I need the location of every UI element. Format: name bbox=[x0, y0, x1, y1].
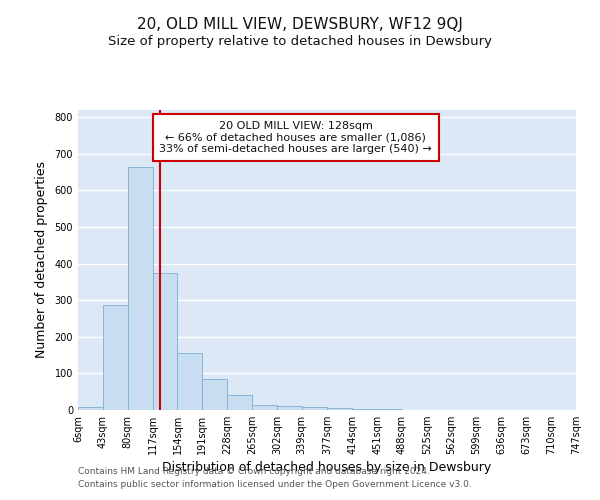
Text: Contains HM Land Registry data © Crown copyright and database right 2024.: Contains HM Land Registry data © Crown c… bbox=[78, 467, 430, 476]
Bar bbox=[277, 406, 302, 410]
Bar bbox=[178, 354, 202, 410]
Bar bbox=[202, 379, 227, 410]
Text: 20, OLD MILL VIEW, DEWSBURY, WF12 9QJ: 20, OLD MILL VIEW, DEWSBURY, WF12 9QJ bbox=[137, 18, 463, 32]
Bar bbox=[328, 408, 352, 410]
Bar bbox=[352, 409, 377, 410]
Text: Contains public sector information licensed under the Open Government Licence v3: Contains public sector information licen… bbox=[78, 480, 472, 489]
Bar bbox=[302, 407, 328, 410]
Text: Size of property relative to detached houses in Dewsbury: Size of property relative to detached ho… bbox=[108, 35, 492, 48]
Bar bbox=[103, 304, 128, 410]
X-axis label: Distribution of detached houses by size in Dewsbury: Distribution of detached houses by size … bbox=[163, 462, 491, 474]
Bar bbox=[128, 166, 152, 410]
Bar bbox=[252, 405, 277, 410]
Text: 20 OLD MILL VIEW: 128sqm
← 66% of detached houses are smaller (1,086)
33% of sem: 20 OLD MILL VIEW: 128sqm ← 66% of detach… bbox=[160, 121, 432, 154]
Bar bbox=[152, 273, 178, 410]
Bar bbox=[78, 407, 103, 410]
Bar bbox=[227, 396, 252, 410]
Y-axis label: Number of detached properties: Number of detached properties bbox=[35, 162, 47, 358]
